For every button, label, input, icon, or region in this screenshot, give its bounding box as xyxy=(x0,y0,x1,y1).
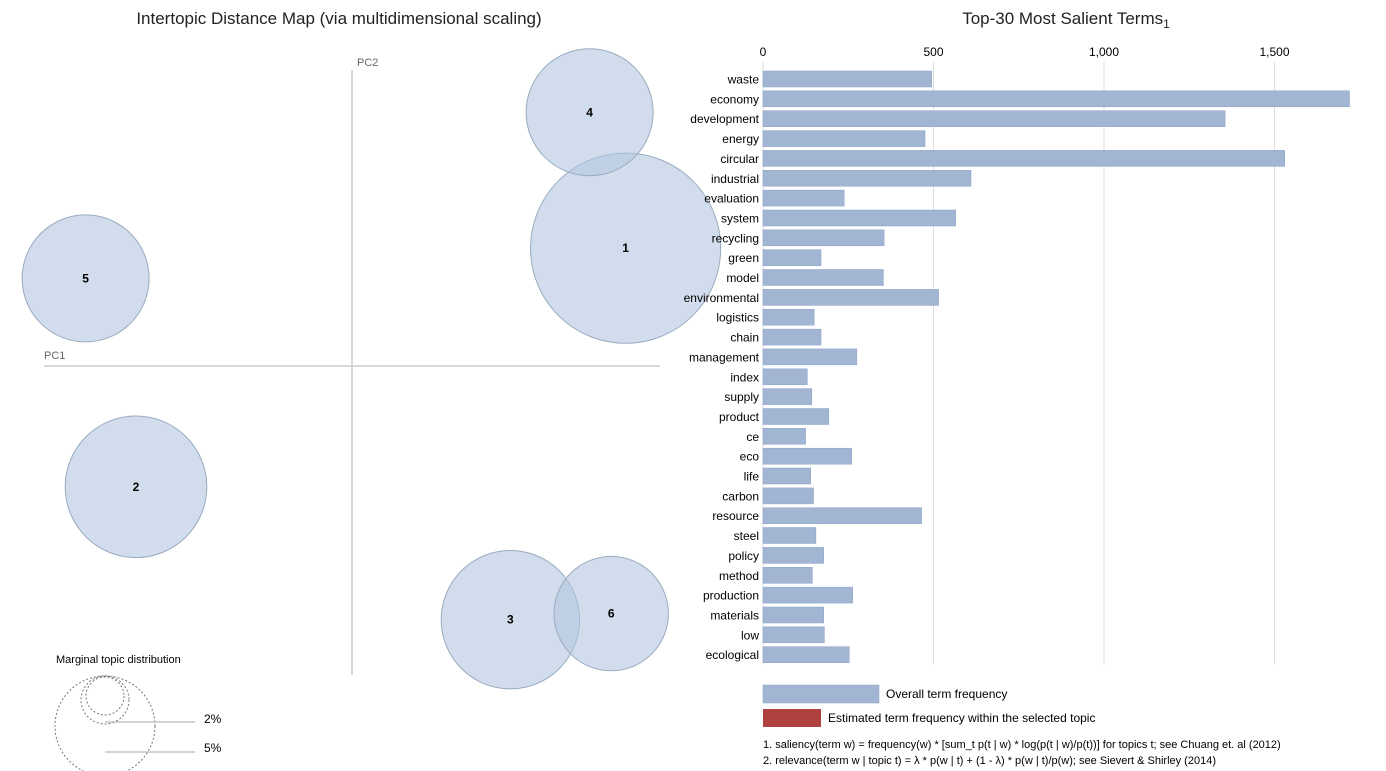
bar-chart-term-labels: waste economy development energy circular ind… xyxy=(684,73,760,663)
marginal-key-circle-medium xyxy=(80,675,130,725)
term-label-method[interactable]: method xyxy=(719,569,759,583)
term-label-waste[interactable]: waste xyxy=(727,73,760,87)
footnote-saliency: 1. saliency(term w) = frequency(w) * [su… xyxy=(763,739,1281,751)
term-label-circular[interactable]: circular xyxy=(720,152,759,166)
topic-bubble-label-5: 5 xyxy=(82,271,89,285)
bar-production[interactable] xyxy=(762,586,853,604)
bar-carbon[interactable] xyxy=(762,487,814,505)
topic-bubble-label-1: 1 xyxy=(622,241,629,255)
footnote-relevance: 2. relevance(term w | topic t) = λ * p(w… xyxy=(763,755,1216,767)
term-label-steel[interactable]: steel xyxy=(734,529,759,543)
tick-label-1500: 1,500 xyxy=(1259,45,1289,59)
term-label-economy[interactable]: economy xyxy=(710,92,759,106)
marginal-key-label-2pct: 2% xyxy=(204,712,222,726)
bar-resource[interactable] xyxy=(762,507,922,524)
bar-management[interactable] xyxy=(762,348,858,366)
term-label-production[interactable]: production xyxy=(703,589,759,603)
term-label-evaluation[interactable]: evaluation xyxy=(704,192,759,206)
bar-supply[interactable] xyxy=(762,388,813,405)
term-label-environmental[interactable]: environmental xyxy=(684,291,759,305)
term-label-policy[interactable]: policy xyxy=(728,549,759,563)
bar-development[interactable] xyxy=(762,110,1226,127)
intertopic-map-title: Intertopic Distance Map (via multidimens… xyxy=(136,9,541,28)
pc1-axis-label: PC1 xyxy=(44,350,65,362)
term-label-chain[interactable]: chain xyxy=(730,331,759,345)
marginal-key-label-5pct: 5% xyxy=(204,741,222,755)
term-label-model[interactable]: model xyxy=(726,271,759,285)
legend-label-overall-frequency: Overall term frequency xyxy=(886,687,1007,701)
bar-chart-bars xyxy=(762,70,1350,663)
term-label-management[interactable]: management xyxy=(689,350,760,364)
marginal-key-circle-large xyxy=(54,675,156,771)
topic-bubbles: 1 2 3 4 5 6 xyxy=(21,48,722,690)
term-label-green[interactable]: green xyxy=(728,251,759,265)
term-label-industrial[interactable]: industrial xyxy=(711,172,759,186)
bar-eco[interactable] xyxy=(762,447,852,465)
bar-product[interactable] xyxy=(762,408,830,425)
legend-swatch-topic-frequency xyxy=(763,709,821,727)
bar-circular[interactable] xyxy=(762,150,1285,167)
bar-chart-tick-labels: 0 500 1,000 1,500 xyxy=(760,45,1290,59)
topic-bubble-4[interactable] xyxy=(525,48,654,177)
bar-environmental[interactable] xyxy=(762,289,939,306)
bar-recycling[interactable] xyxy=(762,229,885,247)
bar-system[interactable] xyxy=(762,209,956,227)
bar-policy[interactable] xyxy=(762,547,824,564)
bar-steel[interactable] xyxy=(762,527,817,544)
topic-bubble-6[interactable] xyxy=(553,555,669,672)
pc2-axis-label: PC2 xyxy=(357,57,378,69)
term-label-recycling[interactable]: recycling xyxy=(712,231,759,245)
bar-chain[interactable] xyxy=(762,328,822,346)
bar-economy[interactable] xyxy=(762,90,1350,108)
marginal-key-title: Marginal topic distribution xyxy=(56,654,181,666)
bar-index[interactable] xyxy=(762,368,808,386)
term-label-life[interactable]: life xyxy=(744,470,760,484)
bar-method[interactable] xyxy=(762,567,813,584)
term-label-ce[interactable]: ce xyxy=(746,430,759,444)
bar-materials[interactable] xyxy=(762,606,824,624)
bar-green[interactable] xyxy=(762,249,822,266)
bar-logistics[interactable] xyxy=(762,308,815,326)
tick-label-1000: 1,000 xyxy=(1089,45,1119,59)
bar-waste[interactable] xyxy=(762,70,933,88)
term-label-ecological[interactable]: ecological xyxy=(706,648,759,662)
legend-label-topic-frequency: Estimated term frequency within the sele… xyxy=(828,711,1095,725)
legend-swatch-overall-frequency xyxy=(762,684,880,704)
term-label-energy[interactable]: energy xyxy=(722,132,759,146)
term-label-materials[interactable]: materials xyxy=(710,609,759,623)
bar-ce[interactable] xyxy=(762,428,806,445)
bar-life[interactable] xyxy=(762,467,811,485)
bar-chart-legend: Overall term frequency Estimated term fr… xyxy=(762,684,1095,727)
term-label-development[interactable]: development xyxy=(690,112,759,126)
topic-bubble-label-2: 2 xyxy=(133,480,140,494)
term-label-index[interactable]: index xyxy=(730,370,759,384)
term-label-product[interactable]: product xyxy=(719,410,760,424)
salient-terms-panel: Top-30 Most Salient Terms1 0 500 1,000 1,50… xyxy=(684,9,1350,767)
term-label-carbon[interactable]: carbon xyxy=(722,489,759,503)
intertopic-map-panel: Intertopic Distance Map (via multidimens… xyxy=(21,9,722,771)
bar-model[interactable] xyxy=(762,269,884,286)
topic-bubble-label-4: 4 xyxy=(586,105,593,119)
tick-label-500: 500 xyxy=(923,45,943,59)
topic-bubble-5[interactable] xyxy=(21,214,150,343)
tick-label-0: 0 xyxy=(760,45,767,59)
bar-energy[interactable] xyxy=(762,130,926,147)
bar-low[interactable] xyxy=(762,626,825,644)
topic-bubble-2[interactable] xyxy=(64,415,208,559)
term-label-supply[interactable]: supply xyxy=(724,390,759,404)
topic-bubble-label-3: 3 xyxy=(507,613,514,627)
term-label-eco[interactable]: eco xyxy=(740,450,760,464)
topic-bubble-label-6: 6 xyxy=(608,607,615,621)
marginal-distribution-key: Marginal topic distribution 2% 5% xyxy=(54,654,222,771)
bar-evaluation[interactable] xyxy=(762,189,845,207)
term-label-logistics[interactable]: logistics xyxy=(716,311,759,325)
salient-terms-title: Top-30 Most Salient Terms1 xyxy=(962,9,1170,31)
term-label-resource[interactable]: resource xyxy=(712,509,759,523)
term-label-low[interactable]: low xyxy=(741,628,759,642)
term-label-system[interactable]: system xyxy=(721,212,759,226)
bar-industrial[interactable] xyxy=(762,170,972,187)
bar-ecological[interactable] xyxy=(762,646,850,663)
marginal-key-circle-small xyxy=(85,676,125,716)
